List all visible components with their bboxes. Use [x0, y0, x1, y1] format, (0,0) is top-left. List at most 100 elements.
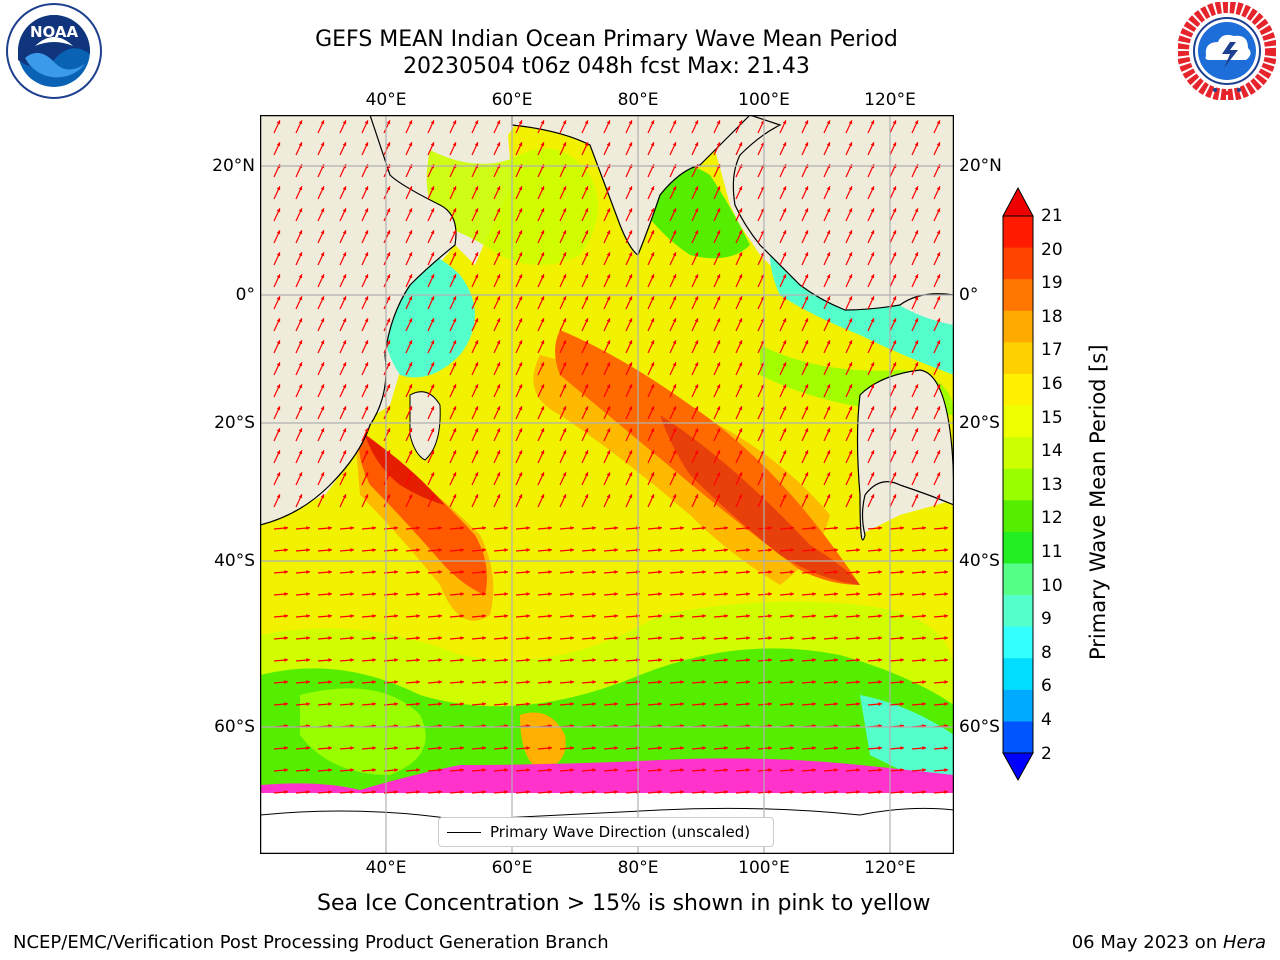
colorbar-segment [1003, 658, 1033, 691]
direction-arrow-head [364, 428, 369, 433]
direction-arrow-head [694, 362, 699, 367]
direction-arrow-head [496, 208, 501, 213]
direction-arrow-head [606, 120, 611, 125]
period-max-core-east [660, 415, 860, 585]
direction-arrow-head [416, 658, 420, 662]
direction-arrow-head [460, 526, 464, 530]
direction-arrow-head [650, 142, 655, 147]
direction-arrow-head [386, 274, 391, 279]
direction-arrow-head [914, 494, 919, 499]
direction-arrow-head [496, 274, 501, 279]
direction-arrow-head [298, 274, 303, 279]
colorbar-tick-label: 8 [1041, 642, 1052, 663]
direction-arrow-head [284, 680, 288, 684]
direction-arrow-head [276, 296, 281, 301]
direction-arrow-head [694, 472, 699, 477]
direction-arrow-head [504, 702, 508, 706]
southeast-asia-land [732, 115, 954, 311]
direction-arrow-head [350, 548, 354, 552]
direction-arrow-head [540, 318, 545, 323]
direction-arrow-head [628, 494, 633, 499]
direction-arrow-head [826, 472, 831, 477]
direction-arrow-head [416, 790, 420, 794]
direction-arrow-head [782, 120, 787, 125]
wave-period-map [259, 114, 955, 855]
direction-arrow-head [276, 142, 281, 147]
direction-arrow-head [922, 790, 926, 794]
direction-arrow-head [276, 274, 281, 279]
wave-direction-arrows [273, 120, 948, 794]
direction-arrow-head [298, 296, 303, 301]
colorbar-segment [1003, 721, 1033, 754]
direction-arrow-head [782, 252, 787, 257]
direction-arrow-head [496, 120, 501, 125]
direction-arrow-head [408, 384, 413, 389]
lat-tick-right: 20°N [959, 156, 1002, 176]
direction-arrow-head [306, 592, 310, 596]
direction-arrow-head [936, 362, 941, 367]
direction-arrow-head [702, 614, 706, 618]
direction-arrow-head [658, 526, 662, 530]
direction-arrow-head [328, 746, 332, 750]
direction-arrow-head [518, 472, 523, 477]
direction-arrow-head [900, 658, 904, 662]
direction-arrow-head [694, 230, 699, 235]
direction-arrow-head [298, 384, 303, 389]
direction-arrow-head [812, 592, 816, 596]
direction-arrow-head [892, 318, 897, 323]
direction-arrow-head [658, 614, 662, 618]
colorbar-tick-label: 15 [1041, 407, 1063, 428]
direction-arrow-head [680, 702, 684, 706]
direction-arrow-head [562, 340, 567, 345]
direction-arrow-head [702, 592, 706, 596]
direction-arrow-head [856, 592, 860, 596]
direction-arrow-head [702, 768, 706, 772]
direction-arrow-head [386, 208, 391, 213]
direction-arrow-head [738, 362, 743, 367]
direction-arrow-head [900, 680, 904, 684]
direction-arrow-head [284, 548, 288, 552]
direction-arrow-head [746, 636, 750, 640]
direction-arrow-head [438, 702, 442, 706]
lon-tick-bottom: 40°E [365, 858, 407, 878]
direction-arrow-head [826, 450, 831, 455]
direction-arrow-head [372, 658, 376, 662]
direction-arrow-head [922, 702, 926, 706]
direction-arrow-head [342, 142, 347, 147]
direction-arrow-head [386, 230, 391, 235]
direction-arrow-head [548, 548, 552, 552]
direction-arrow-head [834, 548, 838, 552]
direction-arrow-head [452, 450, 457, 455]
direction-arrow-head [658, 790, 662, 794]
direction-arrow-head [892, 362, 897, 367]
direction-arrow-head [460, 702, 464, 706]
direction-arrow-head [430, 208, 435, 213]
direction-arrow-head [328, 790, 332, 794]
direction-arrow-head [628, 384, 633, 389]
direction-arrow-head [834, 746, 838, 750]
direction-arrow-head [562, 494, 567, 499]
direction-arrow-head [680, 614, 684, 618]
direction-arrow-head [768, 526, 772, 530]
direction-arrow-head [504, 614, 508, 618]
direction-arrow-head [584, 428, 589, 433]
direction-arrow-head [320, 252, 325, 257]
direction-arrow-head [870, 120, 875, 125]
direction-arrow-head [724, 526, 728, 530]
direction-arrow-head [760, 450, 765, 455]
direction-arrow-head [482, 746, 486, 750]
direction-arrow-head [606, 230, 611, 235]
direction-arrow-head [452, 384, 457, 389]
direction-arrow-head [936, 252, 941, 257]
direction-arrow-head [592, 636, 596, 640]
direction-arrow-head [562, 120, 567, 125]
direction-arrow-head [900, 548, 904, 552]
direction-arrow-head [738, 274, 743, 279]
direction-arrow-head [856, 746, 860, 750]
direction-arrow-head [606, 142, 611, 147]
direction-arrow-head [328, 702, 332, 706]
direction-arrow-head [430, 296, 435, 301]
direction-arrow-head [386, 494, 391, 499]
lon-tick-top: 80°E [617, 90, 659, 110]
direction-arrow-head [702, 658, 706, 662]
